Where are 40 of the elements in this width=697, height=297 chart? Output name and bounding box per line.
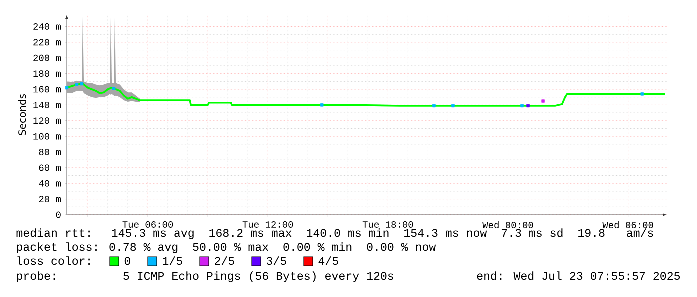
y-tick-label: 160 m [34,86,61,93]
point [520,104,524,108]
legend-label: 0 [124,257,130,266]
point [65,86,69,90]
y-tick-label: 140 m [34,102,61,108]
legend-label: 4/5 [318,256,338,266]
y-tick-label: 120 m [34,118,61,124]
y-tick-label: 80 m [39,149,61,156]
y-tick-label: 20 m [39,196,61,203]
point [452,104,455,108]
y-tick-label: 200 m [34,54,61,62]
x-tick-label: Wed 06:00 [602,222,654,229]
x-tick-label: Wed 00:00 [482,222,534,229]
text: end: Wed Jul 23 07:55:57 2025 [477,272,680,280]
point [526,104,530,108]
text: packet loss: 0.78 % avg 50.00 % max 0.00 % min 0.00 % now [17,242,436,254]
y-tick-label: 100 m [34,133,61,140]
point [320,104,324,107]
x-tick-label: Tue 06:00 [122,222,174,228]
y-tick-label: 240 m [34,24,61,30]
x-tick-label: Tue 18:00 [362,222,414,228]
legend-label: 2/5 [215,256,234,266]
y-tick-label: 0 [56,212,61,218]
y-tick-label: 60 m [39,164,61,172]
point [542,100,545,103]
y-axis-title: Seconds [18,94,26,136]
legend-label: 1/5 [163,256,182,266]
y-tick-label: 180 m [34,70,61,78]
y-tick-label: 40 m [39,180,61,187]
legend-title: loss color: [18,256,90,266]
x-tick-label: Tue 12:00 [242,222,294,228]
point [432,104,436,108]
point [80,82,84,86]
legend-label: 3/5 [266,256,286,266]
point [75,83,79,86]
text: median rtt: 145.3 ms avg 168.2 ms max 140.0 ms min 154.3 ms now 7.3 ms sd 19.8 am/s [16,228,654,240]
y-tick-label: 220 m [34,39,61,46]
text: probe: 5 ICMP Echo Pings (56 Bytes) every 120s [17,272,394,282]
point [112,87,116,90]
point [640,92,644,96]
